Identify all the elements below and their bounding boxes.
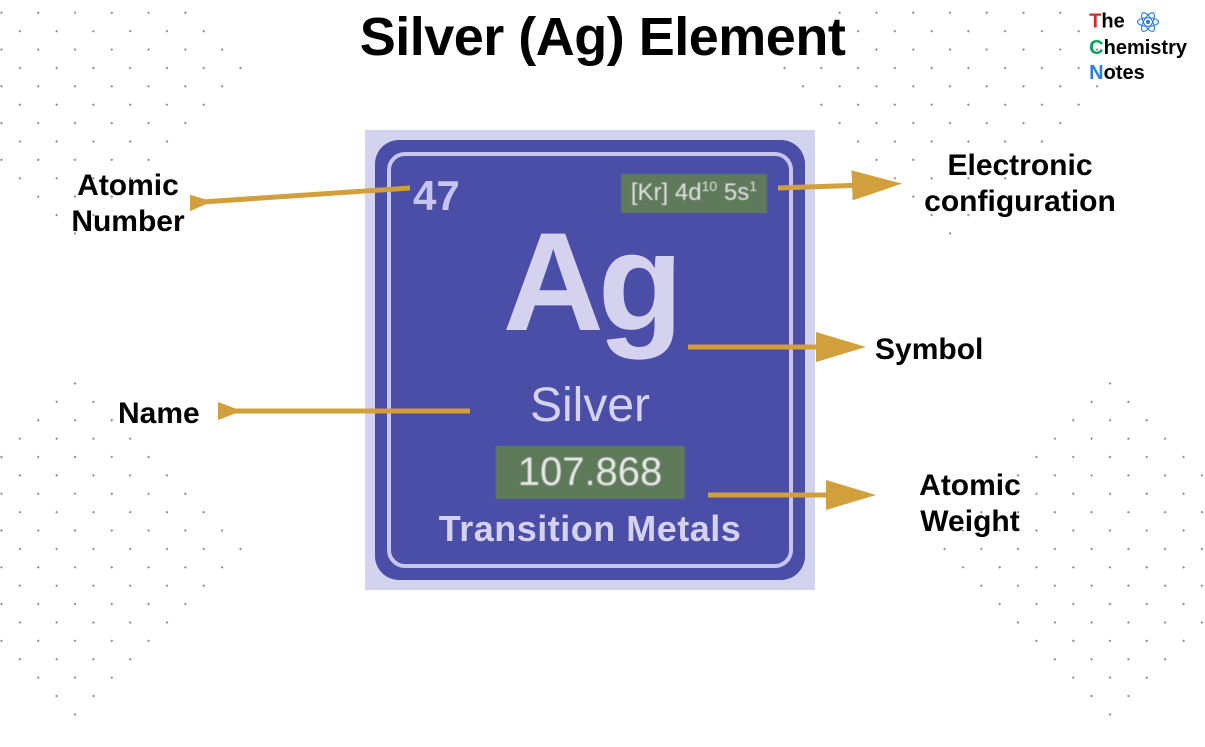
- site-logo: The Chemistry Notes: [1089, 8, 1187, 86]
- atom-icon: [1134, 8, 1162, 36]
- label-atomic-number: Atomic Number: [38, 168, 218, 240]
- logo-text: otes: [1104, 62, 1145, 84]
- econfig-exp: 1: [749, 178, 757, 194]
- logo-text: he: [1101, 10, 1124, 32]
- element-tile: 47 [Kr] 4d10 5s1 Ag Silver 107.868 Trans…: [375, 140, 805, 580]
- logo-text: N: [1089, 62, 1103, 84]
- label-line: configuration: [880, 184, 1160, 220]
- label-electronic-configuration: Electronic configuration: [880, 148, 1160, 220]
- econfig-exp: 10: [702, 178, 718, 194]
- element-tile-inner: 47 [Kr] 4d10 5s1 Ag Silver 107.868 Trans…: [387, 152, 793, 568]
- econfig-orbital: 5s: [724, 179, 749, 206]
- logo-text: C: [1089, 37, 1103, 59]
- label-line: Number: [38, 204, 218, 240]
- econfig-orbital: 4d: [675, 179, 702, 206]
- label-line: Atomic: [880, 468, 1060, 504]
- dotted-pattern: [919, 365, 1205, 747]
- element-symbol: Ag: [391, 212, 789, 352]
- label-line: Weight: [880, 504, 1060, 540]
- label-name: Name: [118, 396, 200, 432]
- logo-text: T: [1089, 10, 1101, 32]
- label-line: Electronic: [880, 148, 1160, 184]
- atomic-weight-value: 107.868: [496, 446, 685, 499]
- element-tile-outer: 47 [Kr] 4d10 5s1 Ag Silver 107.868 Trans…: [365, 130, 815, 590]
- element-name: Silver: [391, 378, 789, 433]
- page-title: Silver (Ag) Element: [0, 6, 1205, 68]
- element-category: Transition Metals: [391, 508, 789, 550]
- label-symbol: Symbol: [875, 332, 983, 368]
- label-atomic-weight: Atomic Weight: [880, 468, 1060, 540]
- label-line: Atomic: [38, 168, 218, 204]
- econfig-core: [Kr]: [631, 179, 668, 206]
- logo-text: hemistry: [1104, 37, 1187, 59]
